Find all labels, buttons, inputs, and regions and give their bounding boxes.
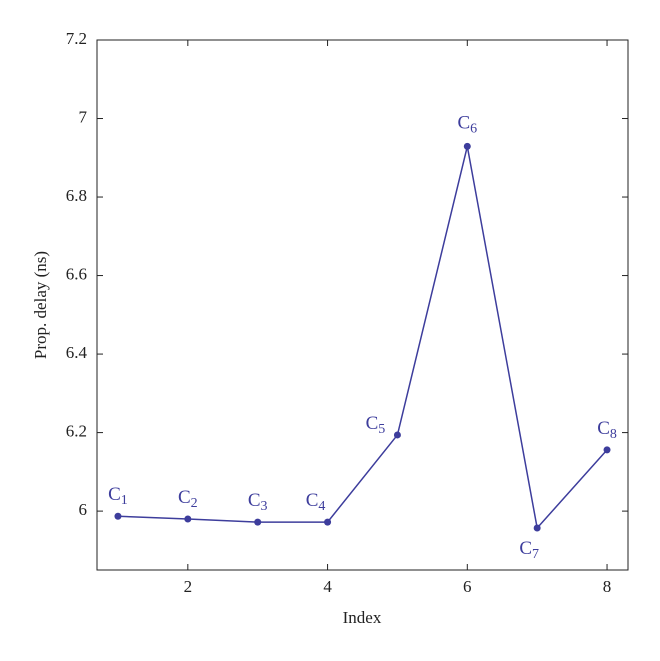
point-label-sub: 2 xyxy=(191,496,198,511)
point-label-sub: 3 xyxy=(261,499,268,514)
point-label-base: C xyxy=(519,538,532,559)
x-tick-label: 4 xyxy=(323,577,332,596)
point-label: C1 xyxy=(108,485,128,509)
point-label-base: C xyxy=(306,490,319,511)
y-axis-label: Prop. delay (ns) xyxy=(31,251,50,359)
y-tick-label: 7.2 xyxy=(66,29,87,48)
y-tick-label: 6.2 xyxy=(66,421,87,440)
data-point xyxy=(324,518,332,526)
data-line xyxy=(117,146,608,530)
point-label-sub: 6 xyxy=(470,122,477,137)
data-point xyxy=(533,524,541,532)
point-label-sub: 7 xyxy=(532,547,539,562)
point-label-base: C xyxy=(108,485,121,506)
x-tick-label: 2 xyxy=(184,577,193,596)
x-tick-label: 8 xyxy=(603,577,612,596)
data-point xyxy=(254,518,262,526)
point-label-base: C xyxy=(248,490,261,511)
y-tick-label: 6.8 xyxy=(66,186,87,205)
point-label: C8 xyxy=(597,418,617,442)
plot-frame xyxy=(96,39,629,571)
point-label-sub: 4 xyxy=(318,499,325,514)
point-label: C2 xyxy=(178,487,198,511)
y-tick-label: 7 xyxy=(79,107,88,126)
data-point xyxy=(393,431,401,439)
point-label-sub: 1 xyxy=(121,493,128,508)
x-axis-label: Index xyxy=(343,608,382,627)
point-label: C5 xyxy=(366,413,386,437)
data-point xyxy=(603,446,611,454)
point-label-base: C xyxy=(457,113,470,134)
point-label: C7 xyxy=(519,538,539,562)
point-label-base: C xyxy=(178,487,191,508)
point-label: C6 xyxy=(457,113,477,137)
point-label-base: C xyxy=(366,413,379,434)
point-label-base: C xyxy=(597,418,610,439)
point-label: C3 xyxy=(248,490,268,514)
point-label-sub: 5 xyxy=(378,422,385,437)
y-tick-label: 6.4 xyxy=(66,343,88,362)
point-label: C4 xyxy=(306,490,326,514)
y-tick-label: 6 xyxy=(79,500,88,519)
data-point xyxy=(114,512,122,520)
data-point xyxy=(184,515,192,523)
point-label-sub: 8 xyxy=(610,427,617,442)
x-tick-label: 6 xyxy=(463,577,472,596)
data-point xyxy=(463,142,471,150)
y-tick-label: 6.6 xyxy=(66,264,87,283)
